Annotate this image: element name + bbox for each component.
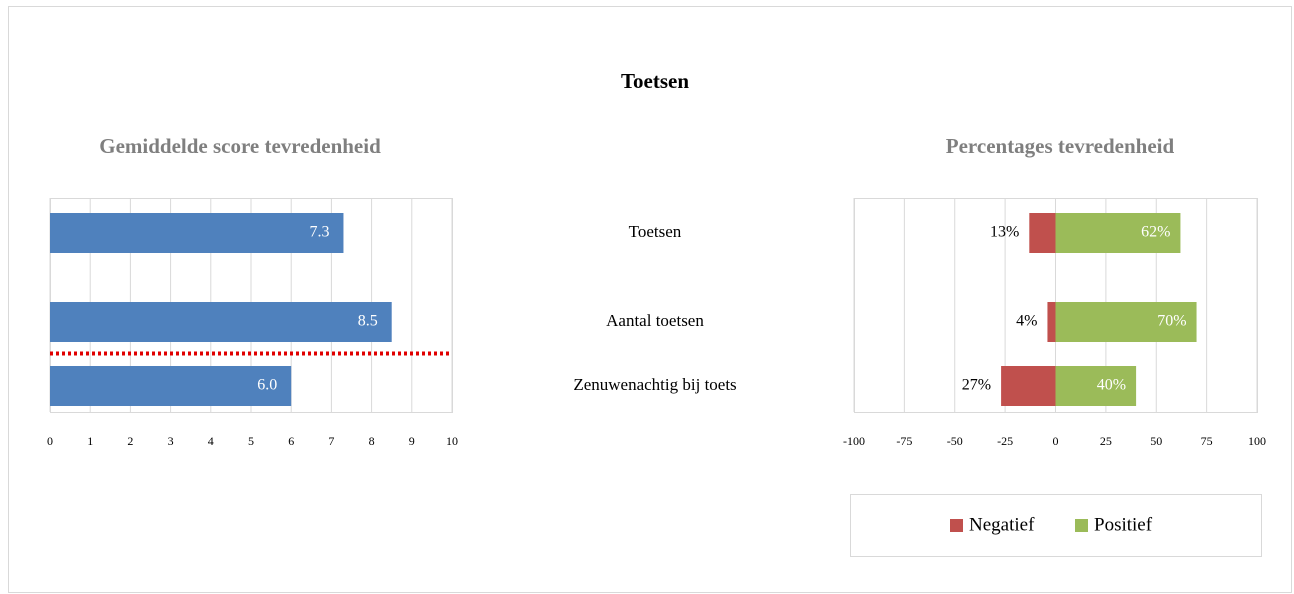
x-tick-label: 1 [87, 434, 93, 448]
x-tick-label: -100 [843, 434, 865, 448]
x-tick-label: 6 [288, 434, 294, 448]
value-label: 4% [1016, 313, 1037, 330]
x-tick-label: -50 [947, 434, 963, 448]
chart-title: Gemiddelde score tevredenheid [99, 134, 381, 158]
value-label: 8.5 [358, 313, 378, 330]
bar-segment [1055, 213, 1181, 253]
x-tick-label: 3 [168, 434, 174, 448]
bar-segment [1055, 302, 1197, 342]
value-label: 70% [1157, 313, 1186, 330]
x-tick-label: 5 [248, 434, 254, 448]
x-tick-label: 50 [1150, 434, 1162, 448]
x-tick-label: 75 [1201, 434, 1213, 448]
chart-title: Percentages tevredenheid [946, 134, 1175, 158]
value-label: 40% [1097, 377, 1126, 394]
legend-box [850, 494, 1262, 557]
value-label: 27% [962, 377, 991, 394]
category-label: Toetsen [629, 222, 682, 241]
x-tick-label: 25 [1100, 434, 1112, 448]
bar [50, 366, 292, 406]
value-label: 62% [1141, 224, 1170, 241]
category-label: Aantal toetsen [606, 311, 704, 330]
bar-segment [1029, 213, 1056, 253]
bar-segment [1055, 366, 1137, 406]
x-tick-label: 7 [328, 434, 334, 448]
x-tick-label: -25 [997, 434, 1013, 448]
x-tick-label: -75 [896, 434, 912, 448]
x-tick-label: 100 [1248, 434, 1266, 448]
category-label: Zenuwenachtig bij toets [573, 375, 736, 394]
value-label: 13% [990, 224, 1019, 241]
x-tick-label: 2 [127, 434, 133, 448]
value-label: 7.3 [309, 224, 329, 241]
legend-label: Negatief [969, 514, 1035, 535]
legend-swatch [1075, 519, 1088, 532]
bar-segment [1001, 366, 1056, 406]
x-tick-label: 4 [208, 434, 214, 448]
bar-segment [1047, 302, 1056, 342]
legend-label: Positief [1094, 514, 1153, 535]
x-tick-label: 8 [369, 434, 375, 448]
legend-swatch [950, 519, 963, 532]
bar [50, 213, 344, 253]
x-tick-label: 9 [409, 434, 415, 448]
x-tick-label: 0 [47, 434, 53, 448]
value-label: 6.0 [257, 377, 277, 394]
x-tick-label: 0 [1053, 434, 1059, 448]
page-title: Toetsen [621, 69, 689, 93]
x-tick-label: 10 [446, 434, 458, 448]
bar [50, 302, 392, 342]
